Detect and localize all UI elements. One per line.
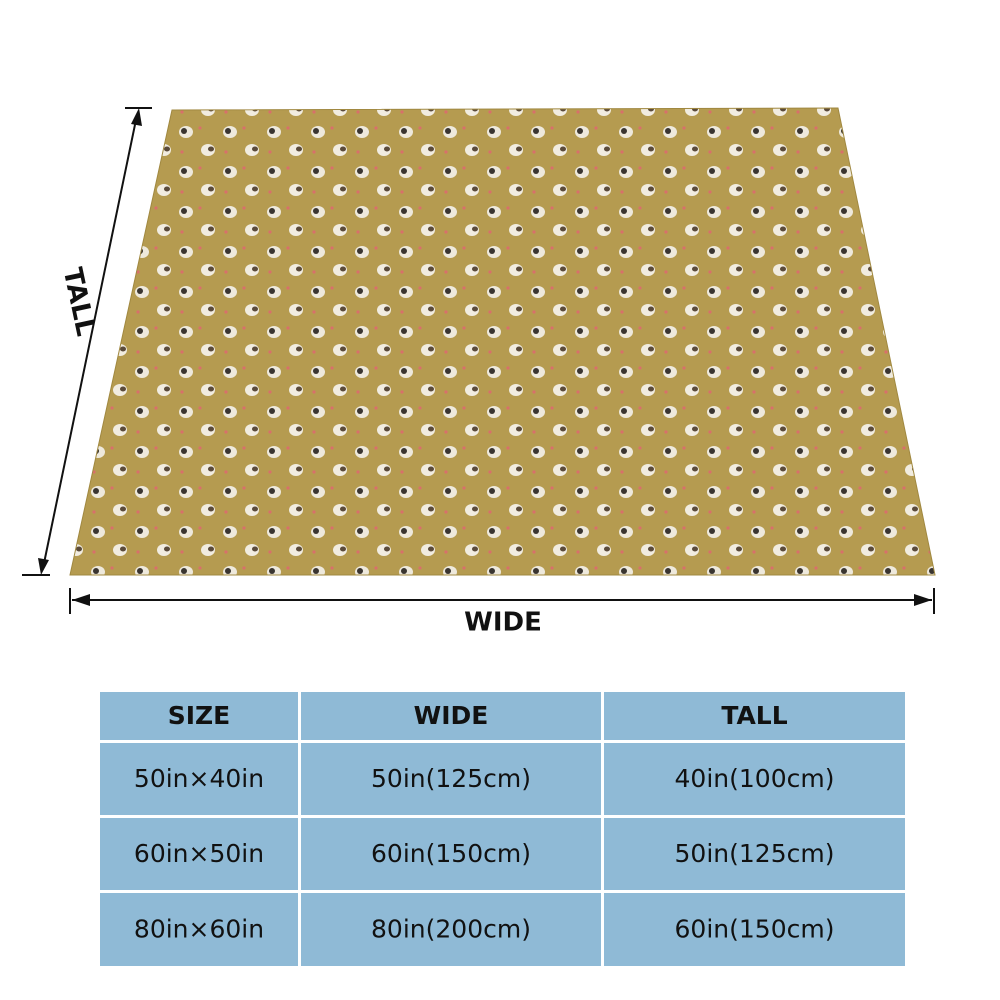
table-cell	[301, 692, 601, 740]
cell-text: 60in(150cm)	[675, 915, 835, 944]
table-cell	[100, 893, 298, 966]
wide-arrow	[69, 588, 935, 614]
cell-text: 50in(125cm)	[675, 839, 835, 868]
table-cell	[301, 818, 601, 890]
tall-arrow	[22, 107, 152, 576]
table-cell	[604, 818, 905, 890]
table-cell	[100, 692, 298, 740]
cell-text: 40in(100cm)	[675, 764, 835, 793]
cell-text: 60in×50in	[134, 839, 264, 868]
table-cell	[604, 893, 905, 966]
size-table: SIZE WIDE TALL 50in×40in 50in(125cm) 40in(100…	[100, 692, 905, 966]
table-cell	[301, 893, 601, 966]
cell-text: 80in(200cm)	[371, 915, 531, 944]
table-cell	[604, 743, 905, 815]
header-text: SIZE	[168, 701, 231, 730]
cell-text: 80in×60in	[134, 915, 264, 944]
cell-text: 50in×40in	[134, 764, 264, 793]
wide-label: WIDE	[464, 608, 542, 638]
header-text: TALL	[721, 701, 787, 730]
blanket	[69, 107, 936, 576]
header-text: WIDE	[414, 701, 489, 730]
cell-text: 50in(125cm)	[371, 764, 531, 793]
cell-text: 60in(150cm)	[371, 839, 531, 868]
table-cell	[301, 743, 601, 815]
tall-label: TALL	[57, 265, 101, 339]
table-cell	[604, 692, 905, 740]
table-cell	[100, 743, 298, 815]
table-cell	[100, 818, 298, 890]
